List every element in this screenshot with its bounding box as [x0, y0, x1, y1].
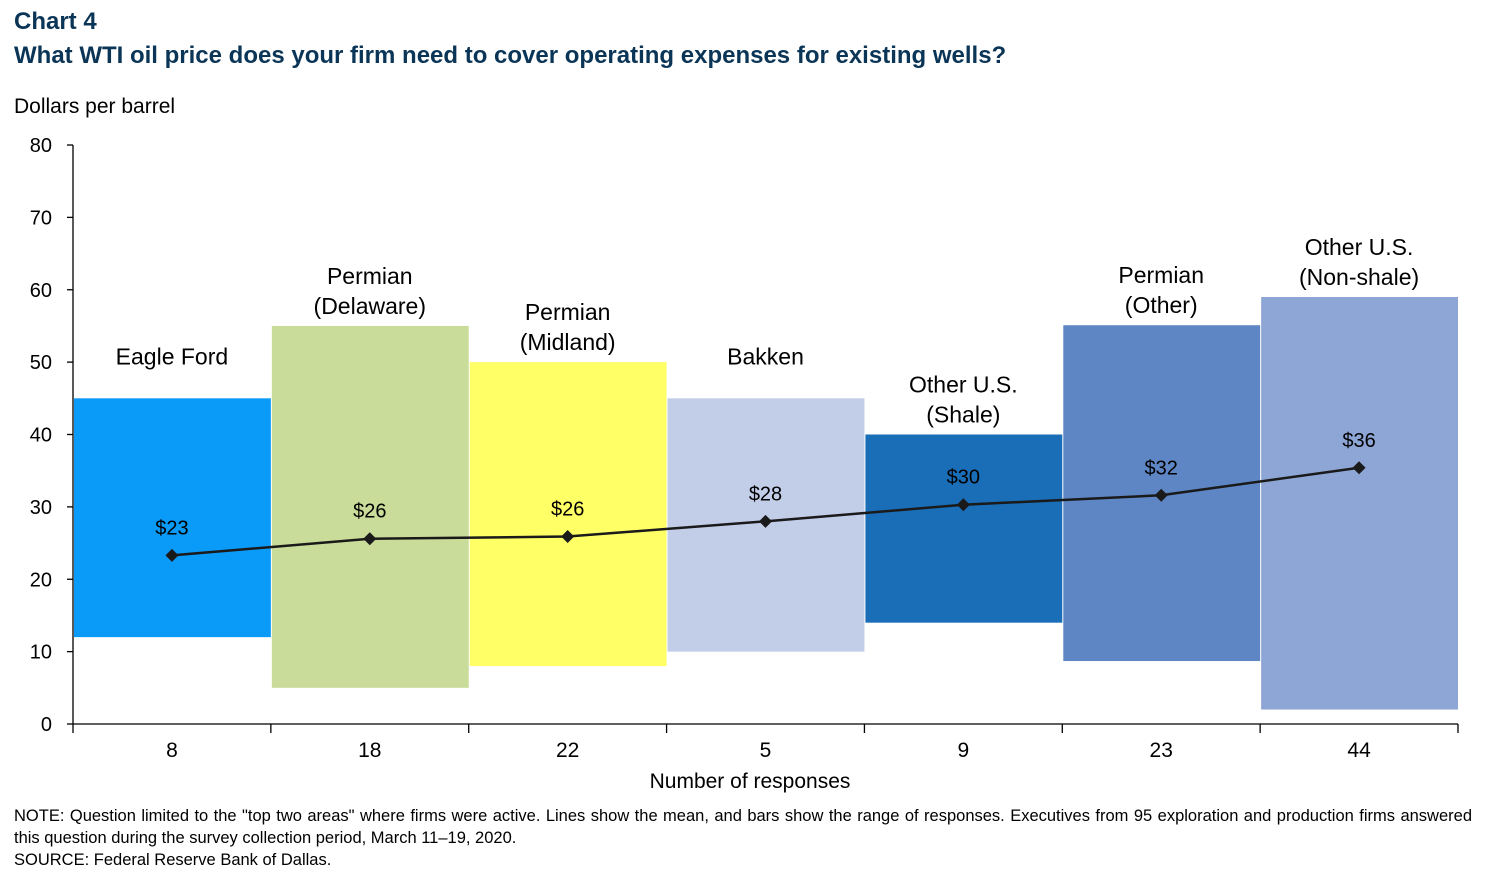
y-tick-label: 70: [30, 207, 52, 229]
category-label: Other U.S.: [909, 372, 1018, 398]
x-axis-label: Number of responses: [650, 770, 851, 793]
mean-value-label: $26: [551, 499, 584, 521]
x-tick-label: 23: [1150, 739, 1173, 762]
source-text: SOURCE: Federal Reserve Bank of Dallas.: [14, 851, 332, 869]
category-label: Eagle Ford: [116, 343, 229, 369]
y-tick-label: 20: [30, 569, 52, 591]
mean-value-label: $28: [749, 483, 782, 505]
x-tick-label: 8: [166, 739, 178, 762]
x-tick-label: 18: [358, 739, 381, 762]
note-text: NOTE: Question limited to the "top two a…: [14, 807, 1472, 847]
x-tick-label: 5: [760, 739, 772, 762]
x-tick-label: 44: [1347, 739, 1371, 762]
mean-value-label: $26: [353, 501, 386, 523]
y-tick-label: 80: [30, 135, 52, 157]
mean-marker: [1154, 488, 1168, 502]
y-tick-label: 40: [30, 425, 52, 447]
chart-number: Chart 4: [14, 8, 97, 35]
axis-layer: 0 10 20 30 40 50 60 70 80 8 18 22 5 9 23 44: [30, 135, 1459, 762]
mean-value-label: $36: [1342, 430, 1375, 452]
category-label: Permian: [1118, 262, 1204, 288]
category-label: Bakken: [727, 343, 804, 369]
mean-value-label: $30: [947, 467, 980, 489]
chart-title: What WTI oil price does your firm need t…: [14, 42, 1007, 69]
category-label: (Delaware): [314, 293, 426, 319]
mean-marker: [561, 530, 575, 544]
mean-value-label: $32: [1145, 457, 1178, 479]
mean-value-label: $23: [155, 517, 188, 539]
x-tick-label: 22: [556, 739, 579, 762]
x-tick-label: 9: [958, 739, 970, 762]
y-tick-label: 10: [30, 642, 52, 664]
y-tick-label: 50: [30, 352, 52, 374]
range-bar: [469, 362, 667, 667]
y-tick-label: 30: [30, 497, 52, 519]
category-label: Other U.S.: [1305, 234, 1414, 260]
footnotes: NOTE: Question limited to the "top two a…: [14, 805, 1472, 871]
category-label: (Other): [1125, 292, 1198, 318]
range-bar: [271, 325, 469, 688]
bars-layer: [74, 296, 1458, 710]
mean-line-layer: [165, 461, 1366, 562]
mean-marker: [759, 514, 772, 528]
label-layer: $23 $26 $26 $28 $30 $32 $36 Eagle Ford Permian (D…: [116, 234, 1419, 539]
range-bar: [1261, 296, 1458, 710]
mean-marker: [1352, 461, 1366, 475]
range-bar: [74, 398, 271, 638]
mean-marker: [956, 498, 970, 512]
mean-marker: [165, 548, 179, 562]
category-label: (Non-shale): [1299, 264, 1419, 290]
category-label: (Shale): [926, 402, 1000, 428]
y-axis-label: Dollars per barrel: [14, 95, 176, 118]
range-bar: [865, 434, 1063, 623]
y-tick-label: 0: [41, 714, 52, 736]
category-label: Permian: [525, 299, 611, 325]
category-label: Permian: [327, 263, 413, 289]
mean-marker: [363, 532, 377, 546]
y-tick-label: 60: [30, 280, 52, 302]
category-label: (Midland): [520, 329, 616, 355]
